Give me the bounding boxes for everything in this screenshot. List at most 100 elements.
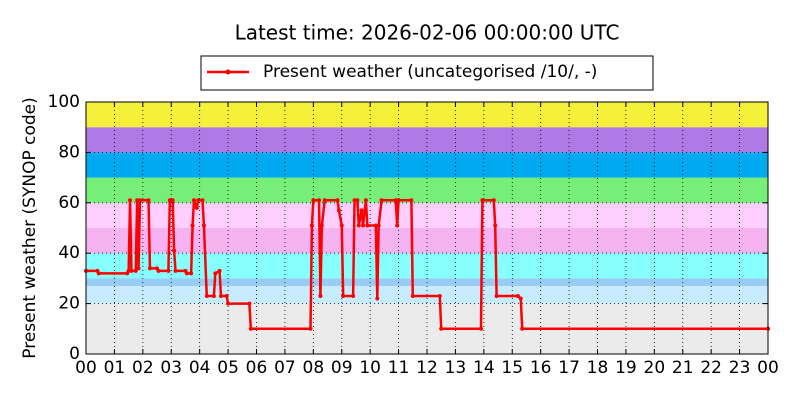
legend-marker bbox=[225, 69, 231, 75]
data-point bbox=[356, 223, 361, 228]
data-point bbox=[375, 296, 380, 301]
x-tick-label: 22 bbox=[700, 358, 722, 378]
data-point bbox=[491, 198, 496, 203]
data-point bbox=[379, 198, 384, 203]
data-point bbox=[166, 268, 171, 273]
plot bbox=[84, 198, 770, 331]
data-point bbox=[515, 294, 520, 299]
data-point bbox=[201, 223, 206, 228]
data-point bbox=[518, 296, 523, 301]
data-point bbox=[173, 268, 178, 273]
data-point bbox=[133, 268, 138, 273]
data-point bbox=[355, 198, 360, 203]
data-point bbox=[147, 266, 152, 271]
x-tick-label: 09 bbox=[331, 358, 353, 378]
y-tick-label: 80 bbox=[58, 142, 80, 162]
bands bbox=[86, 102, 768, 354]
data-point bbox=[351, 294, 356, 299]
data-point bbox=[336, 208, 341, 213]
data-point bbox=[137, 198, 142, 203]
x-tick-label: 20 bbox=[644, 358, 666, 378]
data-point bbox=[376, 223, 381, 228]
legend-label: Present weather (uncategorised /10/, -) bbox=[263, 62, 597, 82]
data-point bbox=[189, 271, 194, 276]
x-tick-label: 13 bbox=[445, 358, 467, 378]
data-point bbox=[217, 268, 222, 273]
x-tick-label: 10 bbox=[359, 358, 381, 378]
data-point bbox=[318, 294, 323, 299]
data-point bbox=[196, 198, 201, 203]
band bbox=[86, 228, 768, 254]
data-point bbox=[135, 198, 140, 203]
data-point bbox=[480, 198, 485, 203]
x-tick-label: 06 bbox=[246, 358, 268, 378]
y-tick-label: 40 bbox=[58, 243, 80, 263]
data-point bbox=[184, 271, 189, 276]
data-point bbox=[311, 198, 316, 203]
x-tick-label: 18 bbox=[587, 358, 609, 378]
data-point bbox=[361, 223, 366, 228]
y-tick-label: 60 bbox=[58, 193, 80, 213]
data-point bbox=[146, 198, 151, 203]
x-tick-label: 23 bbox=[729, 358, 751, 378]
x-tick-label: 01 bbox=[104, 358, 126, 378]
band bbox=[86, 127, 768, 153]
x-tick-label: 12 bbox=[416, 358, 438, 378]
data-point bbox=[204, 294, 209, 299]
y-tick-label: 20 bbox=[58, 294, 80, 314]
band bbox=[86, 152, 768, 178]
data-point bbox=[437, 294, 442, 299]
data-point bbox=[309, 223, 314, 228]
data-point bbox=[494, 294, 499, 299]
data-point bbox=[393, 198, 398, 203]
x-tick-label: 19 bbox=[615, 358, 637, 378]
x-tick-label: 04 bbox=[189, 358, 211, 378]
data-point bbox=[156, 268, 161, 273]
data-point bbox=[365, 223, 370, 228]
data-point bbox=[224, 294, 229, 299]
data-point bbox=[409, 198, 414, 203]
data-point bbox=[520, 326, 525, 331]
data-point bbox=[172, 248, 177, 253]
data-point bbox=[395, 223, 400, 228]
x-tick-label: 15 bbox=[501, 358, 523, 378]
data-point bbox=[226, 301, 231, 306]
x-tick-label: 00 bbox=[757, 358, 779, 378]
data-point bbox=[322, 198, 327, 203]
data-point bbox=[493, 223, 498, 228]
data-point bbox=[410, 294, 415, 299]
data-point bbox=[319, 223, 324, 228]
data-point bbox=[363, 198, 368, 203]
x-tick-label: 02 bbox=[132, 358, 154, 378]
data-point bbox=[190, 223, 195, 228]
data-point bbox=[339, 223, 344, 228]
x-tick-label: 21 bbox=[672, 358, 694, 378]
data-point bbox=[170, 198, 175, 203]
y-tick-label: 100 bbox=[48, 92, 80, 112]
data-point bbox=[352, 198, 357, 203]
x-tick-label: 03 bbox=[160, 358, 182, 378]
data-point bbox=[341, 294, 346, 299]
legend-box bbox=[200, 55, 654, 91]
y-tick-label: 0 bbox=[69, 344, 80, 364]
x-tick-label: 14 bbox=[473, 358, 495, 378]
x-tick-label: 16 bbox=[530, 358, 552, 378]
data-point bbox=[191, 198, 196, 203]
data-point bbox=[213, 271, 218, 276]
data-point bbox=[335, 198, 340, 203]
data-point bbox=[478, 326, 483, 331]
chart-title: Latest time: 2026-02-06 00:00:00 UTC bbox=[235, 21, 620, 45]
data-point bbox=[248, 326, 253, 331]
x-tick-label: 07 bbox=[274, 358, 296, 378]
ticks: 0 20 40 60 80 100 00 01 02 03 04 05 06 07 08 09 10 11 12 13… bbox=[48, 92, 779, 378]
data-point bbox=[136, 266, 141, 271]
x-tick-label: 00 bbox=[75, 358, 97, 378]
data-point bbox=[194, 205, 199, 210]
x-tick-label: 17 bbox=[558, 358, 580, 378]
data-point bbox=[167, 198, 172, 203]
x-tick-label: 05 bbox=[217, 358, 239, 378]
data-point bbox=[373, 223, 378, 228]
data-point bbox=[128, 198, 133, 203]
data-point bbox=[129, 268, 134, 273]
